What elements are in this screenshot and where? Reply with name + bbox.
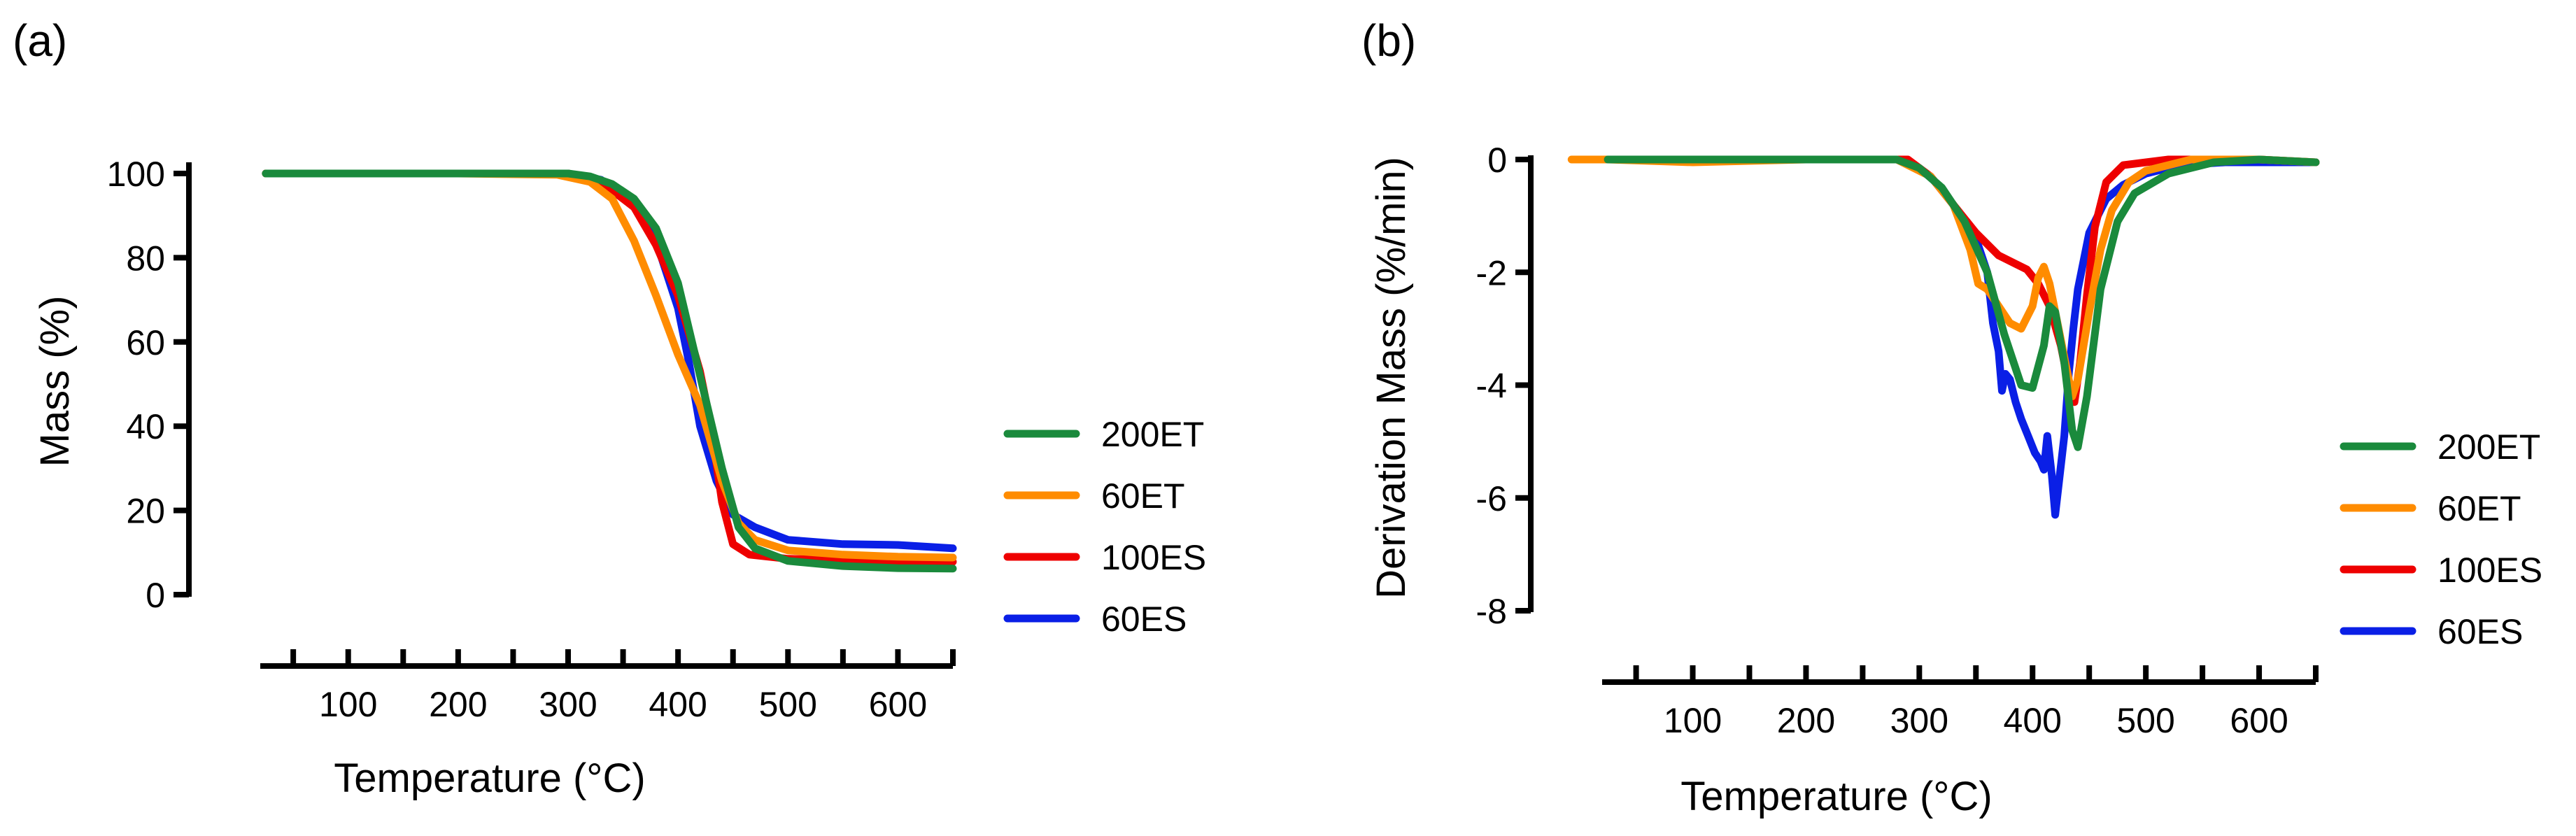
legend-label-200ET: 200ET [1101,415,1204,454]
y-tick-label: -6 [1476,479,1507,518]
series-line-100ES [262,169,957,566]
x-tick-label: 600 [869,685,927,724]
series-line-200ET [1604,155,2320,451]
y-tick-label: 100 [107,155,165,194]
panel-b: (b) 0 -2 -4 -6 -8 100 200 300 400 500 600 Tempera… [1361,15,2542,819]
y-ticks-a: 0 20 40 60 80 100 [107,155,189,615]
y-tick-label: 20 [126,492,165,531]
panel-a: (a) 0 20 40 60 80 100 100 200 300 400 500 600 Temp… [13,15,1206,801]
y-tick-label: 0 [1487,141,1507,180]
series-line-200ET [262,169,957,573]
legend-label-200ET: 200ET [2437,427,2540,467]
y-axis-title-a: Mass (%) [32,296,78,467]
y-tick-label: 80 [126,239,165,278]
series-line-60ET [262,169,957,562]
series-group-b [1567,155,2320,519]
x-tick-label: 400 [2004,701,2062,740]
series-group-a [262,169,957,573]
x-tick-label: 400 [649,685,707,724]
x-tick-label: 200 [429,685,487,724]
y-tick-label: 60 [126,323,165,362]
x-ticks-a: 100 200 300 400 500 600 [290,649,956,724]
series-line-60ES [262,169,957,553]
x-axis-title-a: Temperature (°C) [334,756,645,801]
legend-label-100ES: 100ES [2437,551,2542,590]
x-tick-label: 300 [539,685,597,724]
legend-label-60ES: 60ES [1101,600,1187,639]
x-tick-label: 100 [319,685,377,724]
x-axis-title-b: Temperature (°C) [1680,774,1992,819]
y-tick-label: -2 [1476,253,1507,292]
panel-label-b: (b) [1361,15,1416,66]
legend-label-100ES: 100ES [1101,538,1206,577]
y-tick-label: 0 [146,576,165,615]
legend-label-60ET: 60ET [1101,476,1185,516]
x-tick-label: 100 [1664,701,1722,740]
y-axis-title-b: Derivation Mass (%/min) [1368,157,1414,599]
x-ticks-b: 100 200 300 400 500 600 [1633,665,2319,740]
x-tick-label: 200 [1777,701,1835,740]
series-line-100ES [1604,155,2320,406]
y-tick-label: 40 [126,407,165,446]
legend-b: 200ET 60ET 100ES 60ES [2340,427,2542,651]
legend-label-60ES: 60ES [2437,612,2523,651]
panel-label-a: (a) [13,15,67,66]
y-ticks-b: 0 -2 -4 -6 -8 [1476,141,1531,631]
legend-a: 200ET 60ET 100ES 60ES [1003,415,1206,639]
x-tick-label: 500 [759,685,817,724]
legend-label-60ET: 60ET [2437,489,2521,528]
x-tick-label: 300 [1890,701,1948,740]
y-tick-label: -4 [1476,367,1507,406]
x-tick-label: 600 [2230,701,2288,740]
y-tick-label: -8 [1476,592,1507,631]
x-tick-label: 500 [2116,701,2174,740]
